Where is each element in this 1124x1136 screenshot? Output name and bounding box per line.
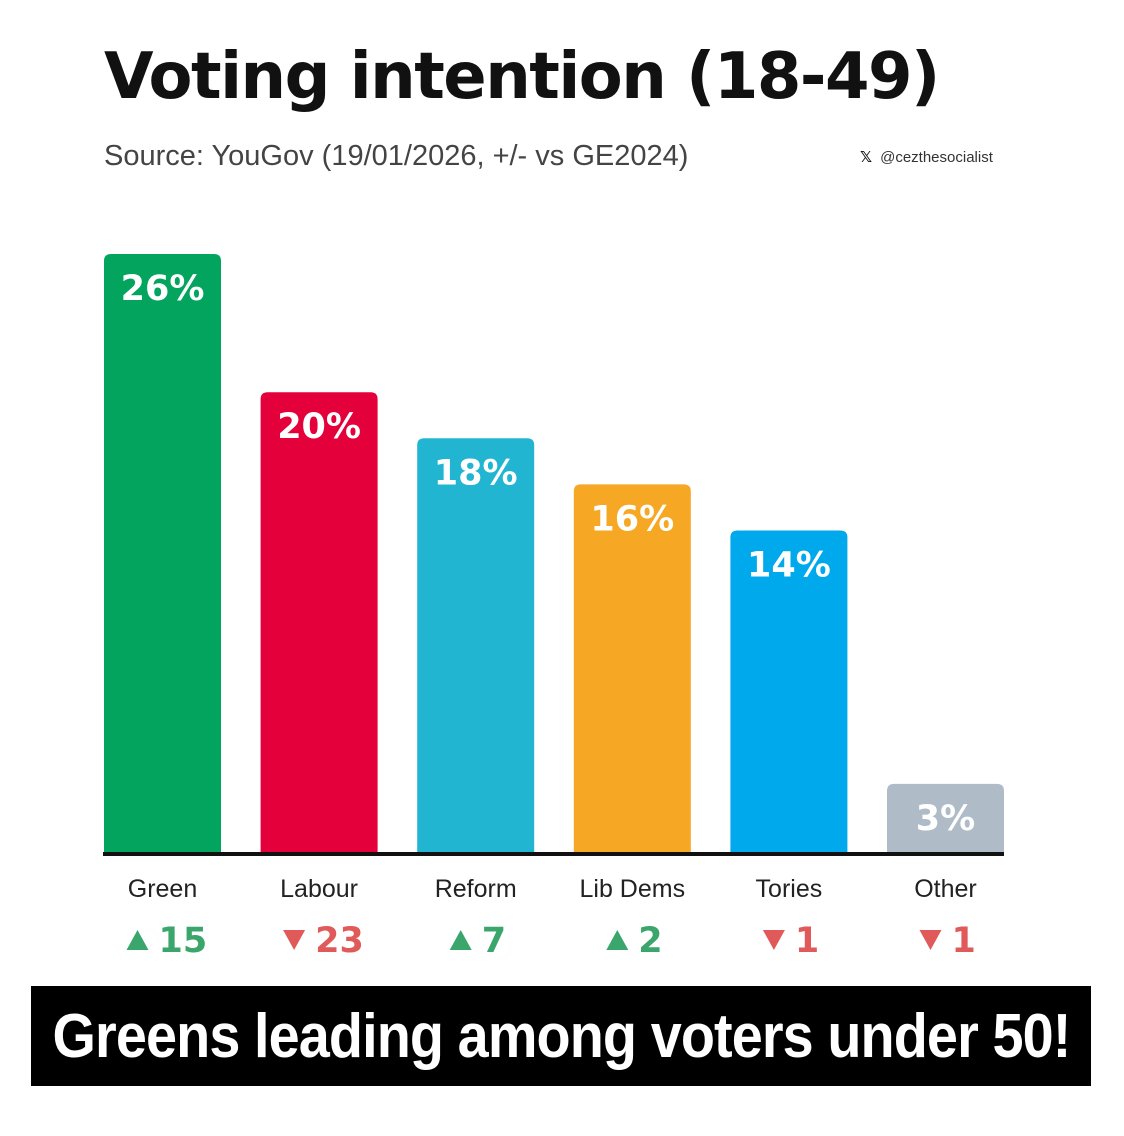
value-label-tories: 14%: [747, 545, 831, 585]
category-label-tories: Tories: [756, 875, 823, 903]
value-label-labour: 20%: [277, 407, 361, 447]
change-label-green: 15: [159, 921, 208, 961]
bar-tories: [730, 530, 848, 853]
x-logo-icon: 𝕏: [860, 148, 873, 166]
change-label-labour: 23: [315, 921, 364, 961]
change-label-reform: 7: [482, 921, 506, 961]
caption-banner: Greens leading among voters under 50!: [31, 986, 1091, 1086]
change-label-tories: 1: [795, 921, 819, 961]
value-label-lib-dems: 16%: [590, 499, 674, 539]
category-label-other: Other: [914, 875, 977, 903]
banner-text: Greens leading among voters under 50!: [52, 1001, 1071, 1071]
bar-chart: 26% Green 15 20% Labour 23 18% Reform 7 16% Lib De…: [103, 254, 1004, 961]
down-arrow-icon-labour: [283, 930, 306, 950]
change-label-lib-dems: 2: [638, 921, 662, 961]
handle-text: @cezthesocialist: [880, 148, 993, 166]
bar-reform: [417, 438, 535, 853]
up-arrow-icon-green: [126, 930, 149, 950]
category-label-reform: Reform: [435, 875, 517, 903]
bar-other: [887, 783, 1004, 853]
social-handle: 𝕏 @cezthesocialist: [860, 148, 993, 166]
up-arrow-icon-lib-dems: [606, 930, 629, 950]
bar-labour: [260, 392, 378, 853]
value-label-green: 26%: [121, 269, 205, 309]
category-label-lib-dems: Lib Dems: [580, 875, 686, 903]
bar-green: [104, 254, 221, 853]
chart-subtitle: Source: YouGov (19/01/2026, +/- vs GE202…: [104, 140, 689, 172]
category-label-green: Green: [128, 875, 197, 903]
chart-title: Voting intention (18-49): [104, 40, 940, 114]
down-arrow-icon-tories: [762, 930, 785, 950]
value-label-reform: 18%: [434, 453, 518, 493]
value-label-other: 3%: [916, 799, 975, 839]
down-arrow-icon-other: [919, 930, 942, 950]
category-label-labour: Labour: [280, 875, 358, 903]
up-arrow-icon-reform: [449, 930, 472, 950]
bar-lib-dems: [573, 484, 691, 853]
change-label-other: 1: [952, 921, 976, 961]
